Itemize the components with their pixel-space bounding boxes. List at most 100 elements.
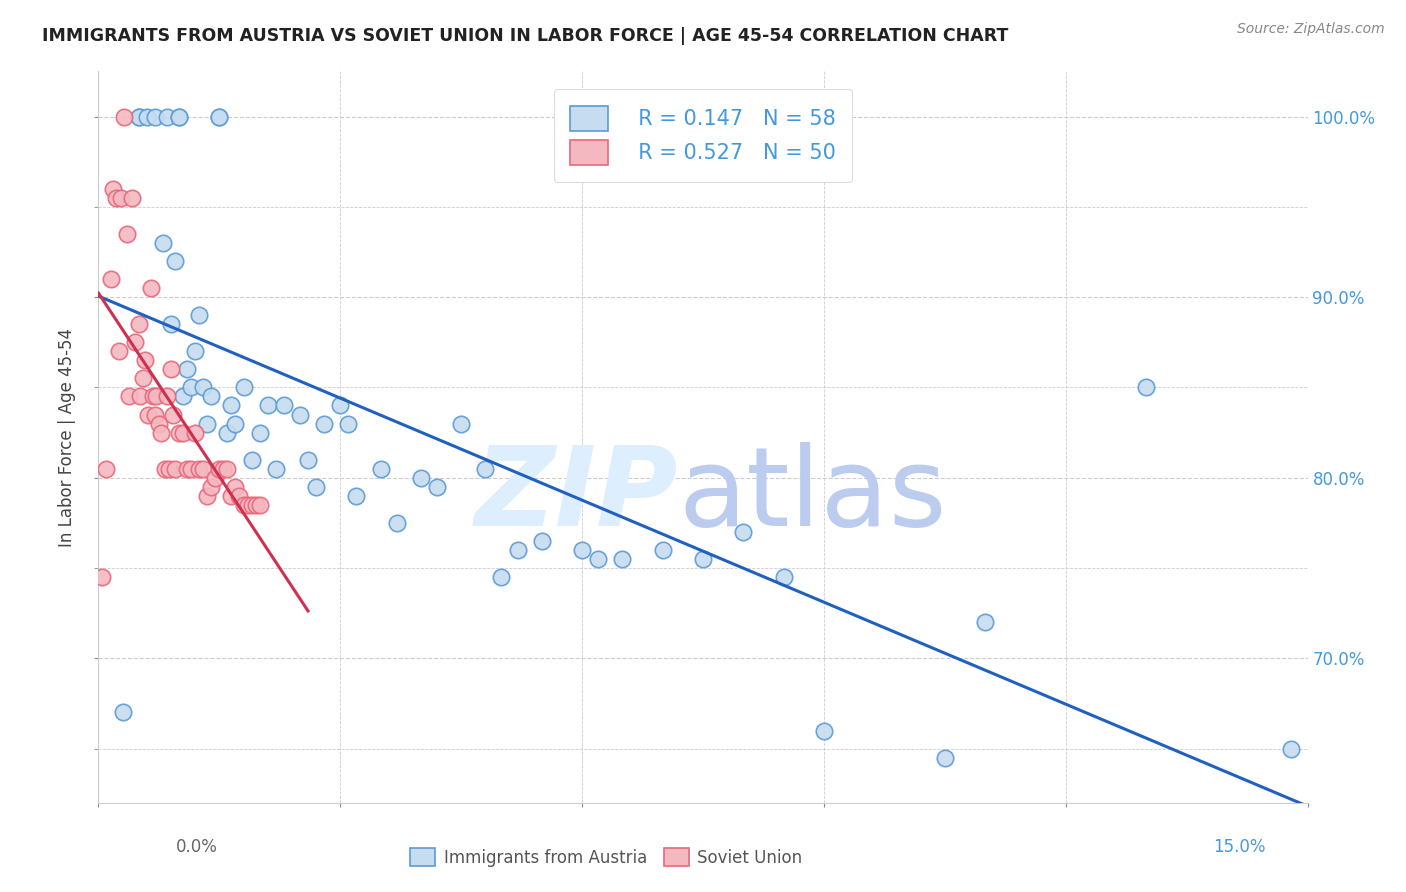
- Point: [240, 498, 263, 512]
- Point: [212, 461, 235, 475]
- Point: [132, 371, 155, 385]
- Point: [107, 344, 129, 359]
- Point: [273, 399, 295, 413]
- Point: [118, 389, 141, 403]
- Point: [180, 380, 202, 394]
- Point: [184, 425, 207, 440]
- Point: [96, 461, 118, 475]
- Point: [1135, 380, 1157, 394]
- Text: atlas: atlas: [679, 442, 948, 549]
- Point: [344, 489, 367, 503]
- Point: [221, 399, 243, 413]
- Point: [305, 480, 328, 494]
- Point: [208, 461, 231, 475]
- Point: [105, 191, 128, 205]
- Point: [193, 380, 215, 394]
- Point: [112, 110, 135, 124]
- Point: [204, 471, 226, 485]
- Point: [176, 461, 198, 475]
- Text: ZIP: ZIP: [475, 442, 679, 549]
- Point: [221, 489, 243, 503]
- Point: [232, 380, 254, 394]
- Point: [651, 543, 673, 558]
- Point: [160, 317, 183, 331]
- Y-axis label: In Labor Force | Age 45-54: In Labor Force | Age 45-54: [58, 327, 76, 547]
- Point: [297, 452, 319, 467]
- Point: [152, 235, 174, 250]
- Point: [110, 191, 132, 205]
- Point: [128, 317, 150, 331]
- Point: [134, 353, 156, 368]
- Point: [506, 543, 529, 558]
- Point: [245, 498, 267, 512]
- Point: [163, 254, 186, 268]
- Text: 15.0%: 15.0%: [1213, 838, 1265, 856]
- Point: [172, 389, 194, 403]
- Text: 0.0%: 0.0%: [176, 838, 218, 856]
- Point: [167, 110, 190, 124]
- Point: [167, 425, 190, 440]
- Point: [180, 461, 202, 475]
- Point: [138, 408, 160, 422]
- Point: [772, 570, 794, 584]
- Point: [153, 461, 176, 475]
- Point: [200, 480, 222, 494]
- Point: [228, 489, 250, 503]
- Point: [167, 110, 190, 124]
- Point: [163, 461, 186, 475]
- Point: [224, 417, 246, 431]
- Point: [1281, 741, 1303, 756]
- Point: [200, 389, 222, 403]
- Point: [160, 362, 183, 376]
- Point: [240, 452, 263, 467]
- Point: [571, 543, 593, 558]
- Point: [176, 362, 198, 376]
- Point: [124, 335, 146, 350]
- Point: [249, 425, 271, 440]
- Point: [530, 533, 553, 548]
- Point: [813, 723, 835, 738]
- Point: [129, 389, 152, 403]
- Point: [586, 552, 609, 566]
- Point: [974, 615, 997, 630]
- Point: [195, 417, 218, 431]
- Point: [156, 389, 179, 403]
- Point: [128, 110, 150, 124]
- Point: [692, 552, 714, 566]
- Point: [208, 110, 231, 124]
- Point: [150, 425, 173, 440]
- Point: [162, 408, 184, 422]
- Point: [188, 461, 211, 475]
- Point: [121, 191, 143, 205]
- Point: [156, 110, 179, 124]
- Point: [188, 308, 211, 322]
- Point: [474, 461, 496, 475]
- Point: [208, 110, 231, 124]
- Point: [143, 408, 166, 422]
- Point: [143, 110, 166, 124]
- Text: Source: ZipAtlas.com: Source: ZipAtlas.com: [1237, 22, 1385, 37]
- Point: [111, 706, 134, 720]
- Point: [128, 110, 150, 124]
- Point: [224, 480, 246, 494]
- Point: [450, 417, 472, 431]
- Point: [491, 570, 513, 584]
- Point: [101, 182, 124, 196]
- Point: [148, 417, 170, 431]
- Point: [314, 417, 336, 431]
- Point: [157, 461, 180, 475]
- Point: [135, 110, 157, 124]
- Point: [195, 489, 218, 503]
- Point: [426, 480, 449, 494]
- Point: [217, 461, 239, 475]
- Point: [288, 408, 311, 422]
- Point: [145, 389, 167, 403]
- Point: [329, 399, 352, 413]
- Point: [142, 389, 165, 403]
- Point: [236, 498, 259, 512]
- Point: [409, 471, 432, 485]
- Point: [139, 281, 162, 295]
- Point: [370, 461, 392, 475]
- Point: [193, 461, 215, 475]
- Point: [91, 570, 114, 584]
